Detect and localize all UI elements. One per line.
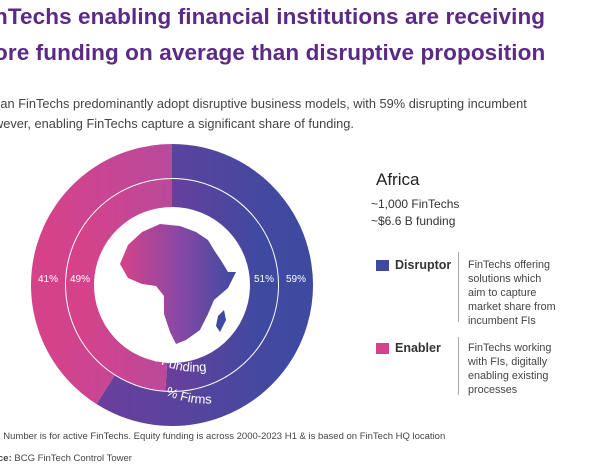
legend-divider-disruptor (458, 252, 459, 322)
footer-note: : Number is for active FinTechs. Equity … (0, 431, 446, 442)
ring-0-enabler-segment (31, 144, 173, 405)
africa-map-icon (120, 224, 236, 344)
ring-1-disruptor-segment (165, 179, 278, 391)
legend-swatch-disruptor (376, 260, 389, 271)
legend-label-disruptor: Disruptor (395, 258, 452, 272)
stat-funding: ~$6.6 B funding (371, 214, 456, 228)
ring-0-disruptor-label: 59% (286, 274, 306, 285)
ring-0-disruptor-segment (96, 144, 313, 426)
legend-desc-enabler: FinTechs working with FIs, digitally enabl… (468, 342, 552, 396)
legend-label-enabler: Enabler (395, 341, 441, 355)
legend-divider-enabler (458, 337, 459, 395)
ring-1-enabler-segment (66, 179, 173, 391)
page-title-line-1: nTechs enabling financial institutions a… (0, 4, 546, 29)
legend-swatch-enabler (376, 343, 389, 354)
stat-fintechs: ~1,000 FinTechs (371, 197, 460, 211)
page-title-line-2: ore funding on average than disruptive p… (0, 40, 546, 65)
ring-1-enabler-label: 49% (70, 274, 90, 285)
madagascar-icon (216, 310, 226, 332)
subtitle-line-1: can FinTechs predominantly adopt disrupt… (0, 96, 527, 111)
ring-0-enabler-label: 41% (38, 274, 58, 285)
legend-desc-disruptor: FinTechs offering solutions which aim to c… (468, 259, 556, 327)
footer-source: ce: BCG FinTech Control Tower (0, 453, 132, 464)
ring-1-disruptor-label: 51% (254, 274, 274, 285)
subtitle-line-2: wever, enabling FinTechs capture a signi… (0, 116, 354, 131)
region-name: Africa (376, 170, 420, 189)
